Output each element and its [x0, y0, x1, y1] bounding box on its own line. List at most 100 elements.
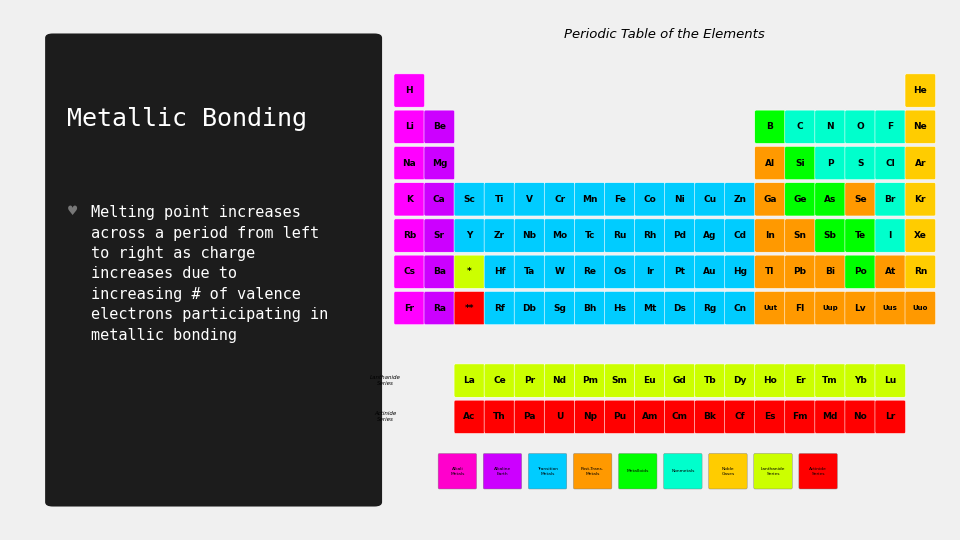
Text: Ca: Ca	[433, 195, 445, 204]
Text: Ga: Ga	[763, 195, 777, 204]
FancyBboxPatch shape	[784, 183, 815, 216]
Text: Uut: Uut	[763, 305, 777, 311]
Text: Uuo: Uuo	[913, 305, 928, 311]
FancyBboxPatch shape	[394, 74, 424, 107]
Text: Ni: Ni	[675, 195, 685, 204]
Text: Pb: Pb	[794, 267, 806, 276]
FancyBboxPatch shape	[664, 400, 695, 434]
FancyBboxPatch shape	[725, 364, 756, 397]
FancyBboxPatch shape	[905, 183, 936, 216]
Text: Lanthanide
Series: Lanthanide Series	[370, 375, 400, 386]
FancyBboxPatch shape	[454, 364, 485, 397]
Text: Br: Br	[884, 195, 896, 204]
FancyBboxPatch shape	[695, 292, 725, 325]
Text: Cd: Cd	[733, 231, 747, 240]
Text: Alkali
Metals: Alkali Metals	[450, 467, 465, 476]
FancyBboxPatch shape	[454, 183, 485, 216]
FancyBboxPatch shape	[484, 183, 515, 216]
FancyBboxPatch shape	[635, 183, 665, 216]
FancyBboxPatch shape	[664, 183, 695, 216]
Text: Er: Er	[795, 376, 805, 385]
Text: Kr: Kr	[915, 195, 926, 204]
FancyBboxPatch shape	[574, 292, 605, 325]
Text: Alkaline
Earth: Alkaline Earth	[493, 467, 511, 476]
Text: Cu: Cu	[704, 195, 716, 204]
Text: Ac: Ac	[464, 413, 475, 421]
FancyBboxPatch shape	[755, 183, 785, 216]
Text: At: At	[884, 267, 896, 276]
Text: Sg: Sg	[553, 303, 566, 313]
FancyBboxPatch shape	[484, 219, 515, 252]
Text: Ho: Ho	[763, 376, 777, 385]
Text: Md: Md	[823, 413, 838, 421]
Text: Re: Re	[583, 267, 596, 276]
Text: Ta: Ta	[524, 267, 535, 276]
Text: Al: Al	[765, 159, 775, 167]
FancyBboxPatch shape	[438, 454, 476, 489]
Text: Post-Trans.
Metals: Post-Trans. Metals	[581, 467, 604, 476]
Text: Fr: Fr	[404, 303, 415, 313]
Text: Cn: Cn	[733, 303, 747, 313]
Text: S: S	[857, 159, 863, 167]
FancyBboxPatch shape	[875, 110, 905, 144]
Text: Bi: Bi	[826, 267, 835, 276]
Text: U: U	[556, 413, 564, 421]
Text: Se: Se	[853, 195, 867, 204]
FancyBboxPatch shape	[394, 110, 424, 144]
FancyBboxPatch shape	[695, 219, 725, 252]
FancyBboxPatch shape	[664, 255, 695, 288]
FancyBboxPatch shape	[424, 110, 455, 144]
Text: Po: Po	[853, 267, 867, 276]
FancyBboxPatch shape	[725, 183, 756, 216]
Text: Bk: Bk	[704, 413, 716, 421]
Text: He: He	[914, 86, 927, 95]
FancyBboxPatch shape	[755, 146, 785, 180]
FancyBboxPatch shape	[635, 292, 665, 325]
Text: Bh: Bh	[583, 303, 596, 313]
Text: No: No	[853, 413, 867, 421]
FancyBboxPatch shape	[528, 454, 566, 489]
Text: Sc: Sc	[464, 195, 475, 204]
Text: Cm: Cm	[672, 413, 687, 421]
FancyBboxPatch shape	[784, 219, 815, 252]
Text: Na: Na	[402, 159, 416, 167]
Text: Hg: Hg	[732, 267, 747, 276]
FancyBboxPatch shape	[725, 400, 756, 434]
Text: Y: Y	[467, 231, 472, 240]
Text: As: As	[824, 195, 836, 204]
Text: Te: Te	[854, 231, 866, 240]
Text: Ce: Ce	[493, 376, 506, 385]
Text: Xe: Xe	[914, 231, 926, 240]
FancyBboxPatch shape	[875, 219, 905, 252]
FancyBboxPatch shape	[725, 219, 756, 252]
Text: C: C	[797, 122, 804, 131]
Text: Uus: Uus	[883, 305, 898, 311]
FancyBboxPatch shape	[905, 146, 936, 180]
FancyBboxPatch shape	[515, 255, 545, 288]
FancyBboxPatch shape	[755, 292, 785, 325]
FancyBboxPatch shape	[875, 400, 905, 434]
FancyBboxPatch shape	[424, 146, 455, 180]
Text: Eu: Eu	[643, 376, 656, 385]
FancyBboxPatch shape	[605, 400, 635, 434]
Text: W: W	[555, 267, 564, 276]
Text: Pr: Pr	[524, 376, 535, 385]
Text: In: In	[765, 231, 775, 240]
Text: Nonmetals: Nonmetals	[671, 469, 694, 473]
FancyBboxPatch shape	[635, 219, 665, 252]
Text: Metallic Bonding: Metallic Bonding	[67, 107, 307, 131]
Text: Lv: Lv	[854, 303, 866, 313]
Text: Co: Co	[643, 195, 656, 204]
FancyBboxPatch shape	[424, 183, 455, 216]
Text: Be: Be	[433, 122, 445, 131]
FancyBboxPatch shape	[905, 74, 936, 107]
Text: I: I	[889, 231, 892, 240]
FancyBboxPatch shape	[635, 400, 665, 434]
FancyBboxPatch shape	[815, 292, 846, 325]
FancyBboxPatch shape	[784, 146, 815, 180]
FancyBboxPatch shape	[845, 364, 876, 397]
Text: Tm: Tm	[823, 376, 838, 385]
Text: Fl: Fl	[796, 303, 804, 313]
Text: Sb: Sb	[824, 231, 836, 240]
Text: Pt: Pt	[674, 267, 685, 276]
